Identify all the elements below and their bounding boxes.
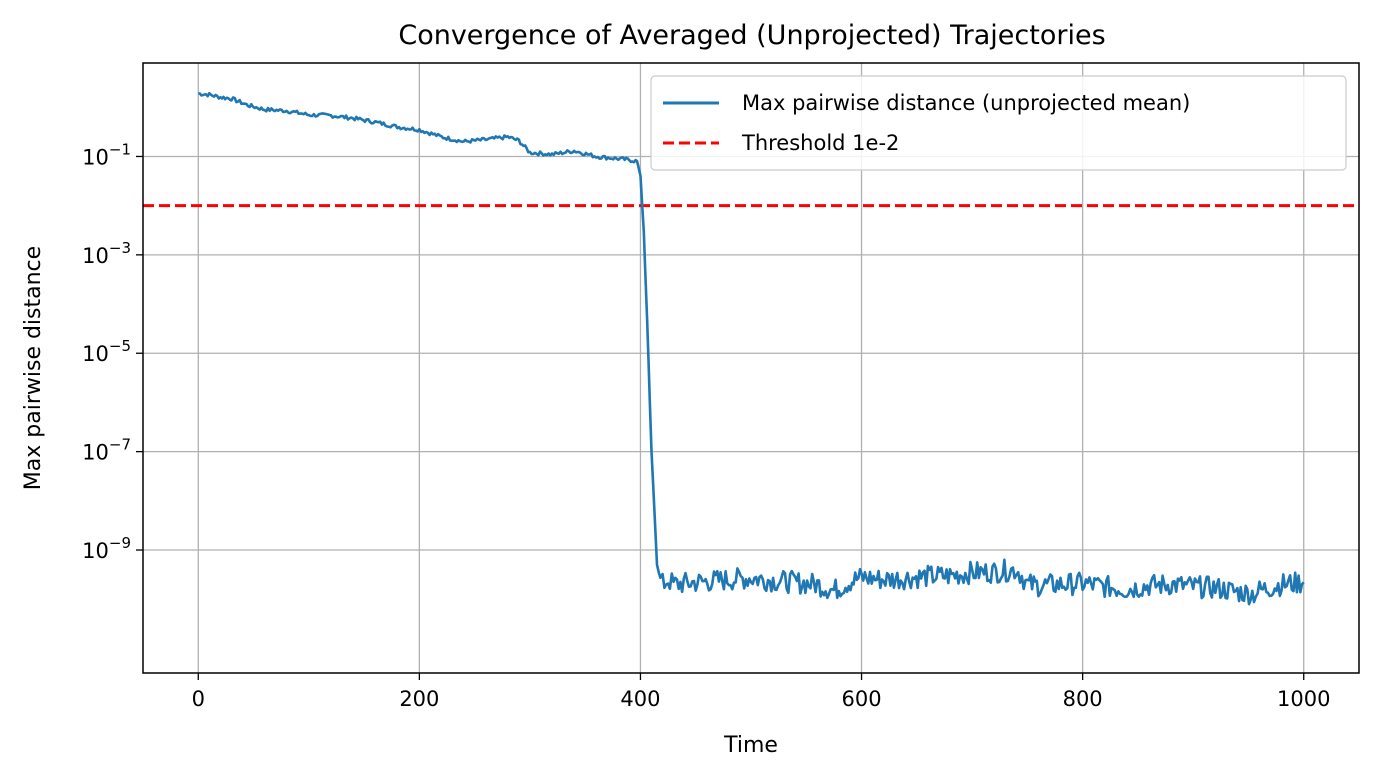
x-tick-label: 0 bbox=[192, 687, 205, 711]
y-tick-label: 10−3 bbox=[82, 239, 131, 268]
x-tick-label: 400 bbox=[620, 687, 660, 711]
legend-label-threshold: Threshold 1e-2 bbox=[741, 131, 899, 155]
x-tick-label: 800 bbox=[1063, 687, 1103, 711]
chart-title: Convergence of Averaged (Unprojected) Tr… bbox=[398, 20, 1105, 51]
y-axis-label: Max pairwise distance bbox=[21, 246, 46, 490]
legend-label-distance: Max pairwise distance (unprojected mean) bbox=[742, 91, 1190, 115]
y-tick-label: 10−5 bbox=[82, 337, 131, 366]
plot-frame bbox=[142, 62, 1360, 674]
x-tick-label: 600 bbox=[841, 687, 881, 711]
x-axis-ticks: 0 200 400 600 800 1000 bbox=[192, 673, 1330, 711]
y-tick-label: 10−7 bbox=[82, 436, 131, 465]
y-tick-label: 10−1 bbox=[82, 140, 131, 169]
series-layer bbox=[143, 91, 1359, 606]
y-tick-label: 10−9 bbox=[82, 534, 131, 563]
x-tick-label: 200 bbox=[399, 687, 439, 711]
y-axis-ticks: 10−1 10−3 10−5 10−7 10−9 bbox=[82, 140, 143, 563]
legend: Max pairwise distance (unprojected mean)… bbox=[650, 75, 1347, 171]
x-tick-label: 1000 bbox=[1277, 687, 1330, 711]
x-axis-label: Time bbox=[723, 733, 778, 758]
distance-series-line bbox=[198, 91, 1305, 606]
legend-box bbox=[650, 75, 1347, 171]
